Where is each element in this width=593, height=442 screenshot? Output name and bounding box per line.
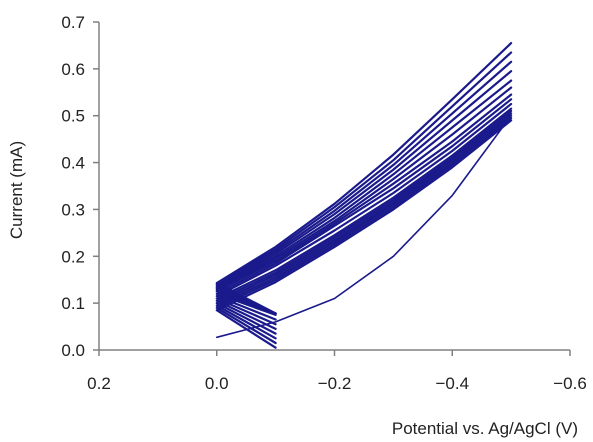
cv-scan-line xyxy=(215,98,513,316)
cv-scan-line xyxy=(215,51,513,315)
y-tick-label: 0.4 xyxy=(61,154,85,173)
cv-scan-line xyxy=(215,41,513,315)
cv-scan-line xyxy=(215,102,513,321)
cv-scan-line xyxy=(215,93,513,315)
y-tick-label: 0.5 xyxy=(61,107,85,126)
x-tick-label: −0.2 xyxy=(318,374,352,393)
cv-scan-line xyxy=(215,112,513,335)
cv-scan-line xyxy=(215,86,513,315)
y-tick-label: 0.0 xyxy=(61,341,85,360)
x-tick-label: −0.4 xyxy=(435,374,469,393)
y-ticks: 0.0 0.1 0.2 0.3 0.4 0.5 0.6 0.7 xyxy=(61,13,99,360)
x-tick-label: 0.2 xyxy=(87,374,111,393)
x-tick-label: 0.0 xyxy=(205,374,229,393)
cv-scan-line xyxy=(215,60,513,315)
y-tick-label: 0.7 xyxy=(61,13,85,32)
cv-scan-line xyxy=(215,119,513,349)
cv-scan-line xyxy=(215,109,513,330)
y-tick-label: 0.1 xyxy=(61,294,85,313)
x-axis-title: Potential vs. Ag/AgCl (V) xyxy=(392,419,578,438)
cv-scan-line xyxy=(215,116,513,345)
cv-scan-line xyxy=(215,107,513,326)
cv-scan-line xyxy=(215,114,513,340)
cv-scan-line xyxy=(215,79,513,315)
y-tick-label: 0.3 xyxy=(61,200,85,219)
series-layer xyxy=(215,41,513,349)
x-ticks: 0.2 0.0 −0.2 −0.4 −0.6 xyxy=(87,350,587,393)
y-tick-label: 0.6 xyxy=(61,60,85,79)
x-tick-label: −0.6 xyxy=(553,374,587,393)
y-axis-title: Current (mA) xyxy=(7,141,26,239)
y-tick-label: 0.2 xyxy=(61,247,85,266)
cv-scan-line xyxy=(215,70,513,315)
